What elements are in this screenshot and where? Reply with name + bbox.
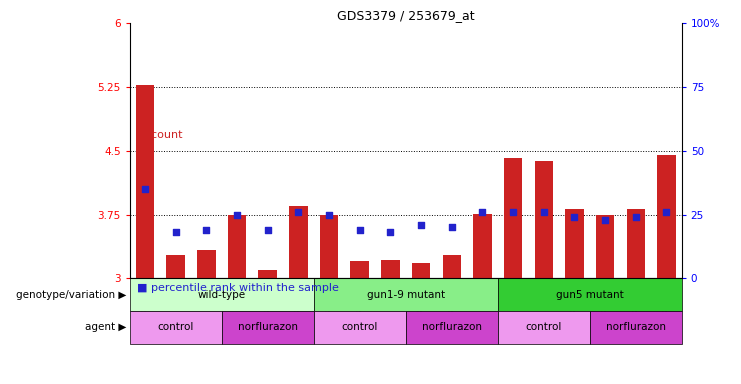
Point — [262, 227, 273, 233]
Bar — [565, 209, 584, 278]
Point — [599, 217, 611, 223]
Bar — [657, 155, 676, 278]
Point — [630, 214, 642, 220]
Bar — [227, 215, 246, 278]
Point — [660, 209, 672, 215]
Point — [139, 186, 151, 192]
Point — [415, 222, 427, 228]
Text: gun5 mutant: gun5 mutant — [556, 290, 624, 300]
Bar — [442, 255, 461, 278]
Point — [231, 212, 243, 218]
Text: genotype/variation ▶: genotype/variation ▶ — [16, 290, 126, 300]
Text: norflurazon: norflurazon — [238, 322, 298, 333]
Point — [446, 224, 458, 230]
Bar — [313, 278, 498, 311]
Text: wild-type: wild-type — [198, 290, 246, 300]
Bar — [473, 214, 491, 278]
Point — [353, 227, 365, 233]
Text: control: control — [525, 322, 562, 333]
Bar — [498, 311, 590, 344]
Bar — [381, 260, 399, 278]
Text: ■ count: ■ count — [137, 129, 182, 139]
Point — [538, 209, 550, 215]
Bar — [222, 311, 313, 344]
Text: norflurazon: norflurazon — [422, 322, 482, 333]
Point — [507, 209, 519, 215]
Bar — [259, 270, 277, 278]
Bar — [136, 85, 154, 278]
Point — [170, 229, 182, 235]
Point — [568, 214, 580, 220]
Bar — [130, 311, 222, 344]
Text: norflurazon: norflurazon — [605, 322, 665, 333]
Bar — [590, 311, 682, 344]
Bar — [498, 278, 682, 311]
Text: ■ percentile rank within the sample: ■ percentile rank within the sample — [137, 283, 339, 293]
Bar — [504, 157, 522, 278]
Title: GDS3379 / 253679_at: GDS3379 / 253679_at — [337, 9, 474, 22]
Text: control: control — [342, 322, 378, 333]
Text: agent ▶: agent ▶ — [84, 322, 126, 333]
Bar — [130, 278, 313, 311]
Point — [385, 229, 396, 235]
Bar — [320, 215, 338, 278]
Bar — [289, 206, 308, 278]
Bar — [197, 250, 216, 278]
Bar — [167, 255, 185, 278]
Text: gun1-9 mutant: gun1-9 mutant — [367, 290, 445, 300]
Bar — [406, 311, 498, 344]
Text: control: control — [158, 322, 194, 333]
Point — [323, 212, 335, 218]
Bar — [350, 262, 369, 278]
Bar — [313, 311, 406, 344]
Point — [293, 209, 305, 215]
Point — [476, 209, 488, 215]
Point — [200, 227, 212, 233]
Bar — [412, 263, 431, 278]
Bar — [596, 215, 614, 278]
Bar — [534, 161, 553, 278]
Bar — [627, 209, 645, 278]
